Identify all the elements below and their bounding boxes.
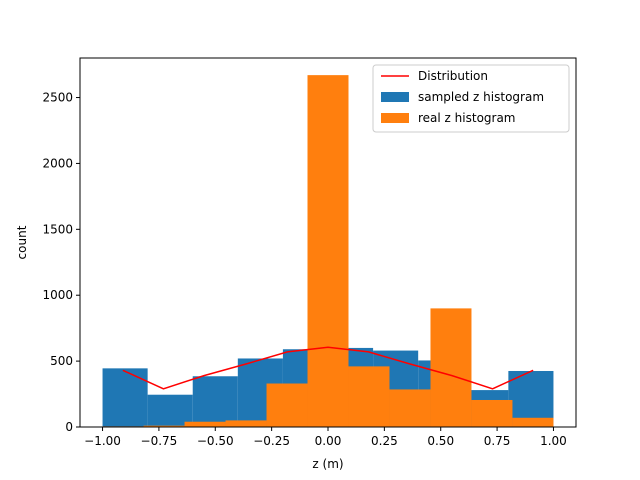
x-tick-label: 0.00 — [315, 434, 342, 448]
legend-patch-swatch — [381, 92, 409, 102]
real-bar — [348, 366, 390, 427]
legend-box — [372, 64, 570, 133]
legend-label: sampled z histogram — [418, 90, 544, 104]
real-bar — [266, 383, 308, 427]
real-bar — [184, 421, 226, 427]
x-tick-label: −0.75 — [141, 434, 178, 448]
x-tick-label: 0.50 — [427, 434, 454, 448]
y-axis: 0 500 1000 1500 2000 2500 — [42, 91, 80, 434]
sampled-bar — [147, 394, 193, 427]
x-tick-label: −0.25 — [253, 434, 290, 448]
legend: Distribution sampled z histogram real z hi… — [372, 64, 570, 133]
distribution-line-layer — [122, 346, 534, 390]
y-tick-label: 2500 — [42, 91, 73, 105]
real-bar — [307, 75, 349, 427]
x-tick-label: 0.25 — [371, 434, 398, 448]
distribution-line — [122, 346, 534, 390]
bars-layer — [102, 75, 554, 427]
y-axis-label: count — [15, 225, 29, 259]
y-tick-label: 1000 — [42, 288, 73, 302]
x-tick-label: −1.00 — [84, 434, 121, 448]
y-tick-label: 0 — [65, 420, 73, 434]
real-bar — [471, 399, 513, 427]
legend-label: real z histogram — [418, 111, 516, 125]
y-tick-label: 500 — [50, 354, 73, 368]
real-bar — [143, 425, 185, 427]
x-tick-label: 1.00 — [540, 434, 567, 448]
legend-label: Distribution — [418, 69, 488, 83]
real-bar — [512, 417, 554, 427]
sampled-bar — [192, 376, 238, 427]
x-axis-label: z (m) — [312, 457, 343, 471]
sampled-bar — [102, 368, 148, 427]
y-tick-label: 1500 — [42, 222, 73, 236]
real-bar — [389, 389, 431, 427]
real-bar — [225, 420, 267, 427]
x-tick-label: 0.75 — [484, 434, 511, 448]
legend-patch-swatch — [381, 113, 409, 123]
real-bar — [430, 308, 472, 427]
x-tick-label: −0.50 — [197, 434, 234, 448]
sampled-bar — [508, 370, 554, 427]
y-tick-label: 2000 — [42, 156, 73, 170]
x-axis: −1.00 −0.75 −0.50 −0.25 0.00 0.25 0.50 0.75 1.00 — [84, 427, 567, 448]
